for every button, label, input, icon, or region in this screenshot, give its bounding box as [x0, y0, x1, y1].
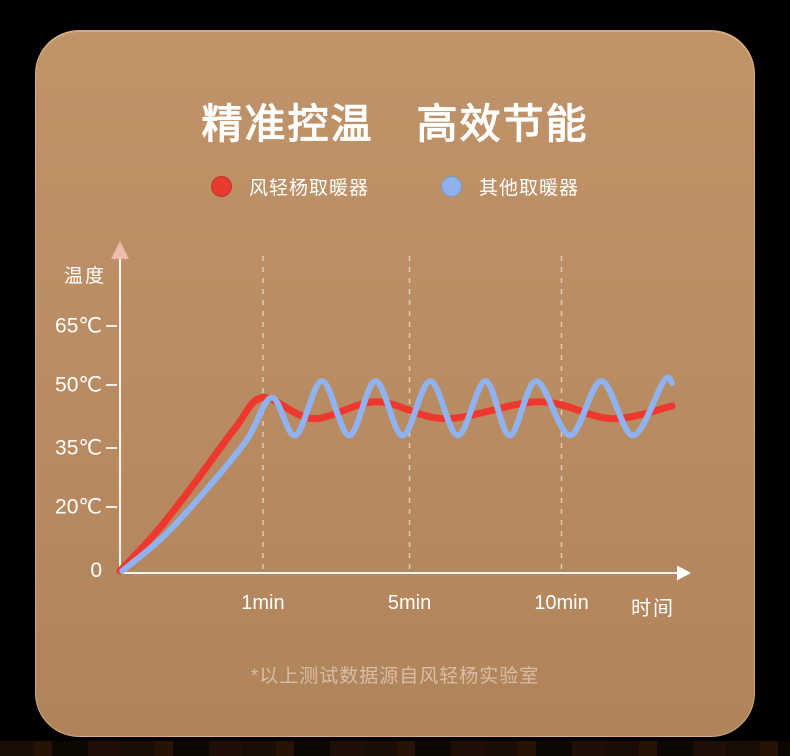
y-tick-label: 20℃	[55, 495, 102, 519]
blue-legend-dot-icon	[441, 176, 462, 197]
x-tick-label: 5min	[387, 592, 432, 614]
bottom-stripe-decor	[0, 741, 790, 756]
series-line-others	[119, 374, 675, 574]
y-tick-label: 65℃	[55, 314, 102, 338]
legend-item-others: 其他取暖器	[441, 173, 579, 200]
y-tick-label: 0	[90, 559, 102, 582]
y-axis-title: 温度	[64, 266, 107, 287]
red-legend-dot-icon	[210, 176, 232, 197]
y-tick-label: 50℃	[55, 373, 102, 397]
y-axis-arrow-icon	[111, 241, 129, 259]
chart-legend: 风轻杨取暖器 其他取暖器	[0, 173, 790, 200]
x-tick-label: 10min	[534, 592, 589, 614]
series-lines	[116, 374, 676, 575]
legend-item-fengqingyang: 风轻杨取暖器	[210, 173, 369, 200]
y-tick-label: 35℃	[55, 436, 102, 460]
data-source-footnote: *以上测试数据源自风轻杨实验室	[250, 666, 540, 687]
x-axis-title: 时间	[631, 598, 675, 620]
legend-label: 风轻杨取暖器	[248, 178, 369, 199]
series-line-fengqingyang	[116, 394, 676, 575]
x-axis-arrow-icon	[677, 565, 691, 581]
page-title: 精准控温 高效节能	[201, 101, 589, 147]
x-tick-label: 1min	[241, 592, 285, 614]
content-card	[35, 30, 755, 737]
legend-label: 其他取暖器	[479, 178, 580, 199]
y-axis-tick-marks	[106, 325, 117, 508]
